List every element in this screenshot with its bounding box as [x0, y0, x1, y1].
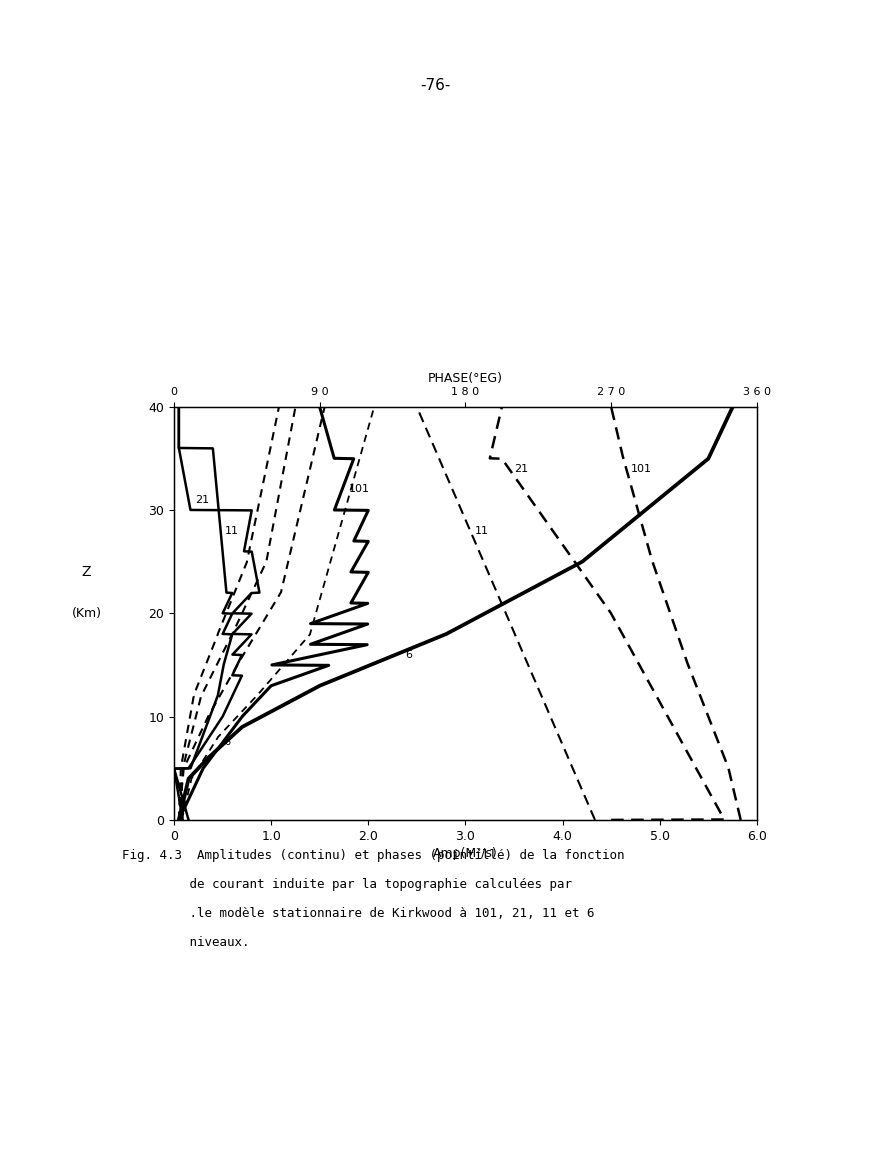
Text: Fig. 4.3  Amplitudes (continu) et phases (pointillé) de la fonction: Fig. 4.3 Amplitudes (continu) et phases …: [122, 849, 624, 862]
Text: niveaux.: niveaux.: [122, 936, 249, 949]
Text: 101: 101: [630, 464, 651, 473]
Text: 101: 101: [348, 484, 369, 494]
Text: 21: 21: [514, 464, 527, 473]
Text: .le modèle stationnaire de Kirkwood à 101, 21, 11 et 6: .le modèle stationnaire de Kirkwood à 10…: [122, 907, 594, 920]
Text: 11: 11: [224, 526, 238, 536]
Text: 6: 6: [405, 650, 412, 659]
Text: 11: 11: [474, 526, 488, 536]
X-axis label: Amp(M²/s): Amp(M²/s): [433, 847, 497, 859]
Text: de courant induite par la topographie calculées par: de courant induite par la topographie ca…: [122, 878, 571, 891]
Text: -76-: -76-: [420, 78, 449, 93]
Text: 21: 21: [195, 494, 209, 505]
Text: (Km): (Km): [71, 607, 102, 620]
Text: Z: Z: [82, 565, 91, 579]
X-axis label: PHASE(°EG): PHASE(°EG): [428, 372, 502, 385]
Text: 6: 6: [224, 737, 230, 748]
